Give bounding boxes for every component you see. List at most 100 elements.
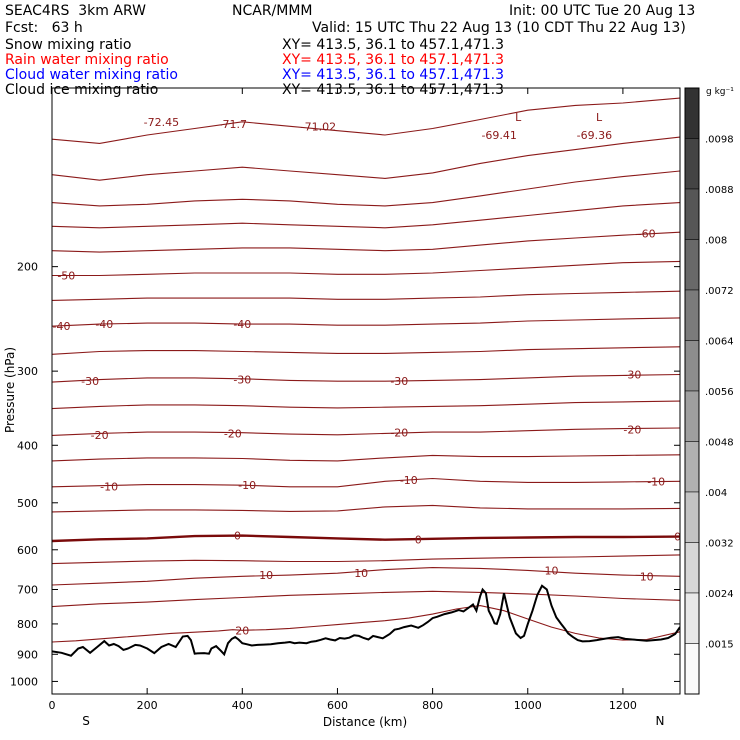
colorbar-label: .0072: [705, 286, 734, 297]
colorbar-unit: g kg⁻¹: [706, 87, 734, 97]
colorbar-swatch: [684, 441, 700, 493]
contour-line: [52, 590, 680, 608]
contour-line: [52, 290, 680, 301]
field-label-cloud-water: Cloud water mixing ratio: [5, 67, 178, 83]
x-end-label-right: N: [656, 714, 665, 728]
plot-frame: [51, 87, 681, 695]
valid-time: Valid: 15 UTC Thu 22 Aug 13 (10 CDT Thu …: [312, 20, 686, 36]
contour-line: [52, 136, 680, 181]
contour-line: [52, 567, 680, 586]
contour-label: -30: [233, 374, 251, 387]
temperature-contours: [52, 97, 680, 643]
organization: NCAR/MMM: [232, 3, 313, 19]
terrain-line: [52, 584, 680, 657]
y-tick-label: 400: [17, 439, 38, 452]
contour-label: -30: [81, 375, 99, 388]
y-tick-label: 900: [17, 648, 38, 661]
x-tick-label: 800: [422, 699, 443, 712]
contour-label: -40: [53, 320, 71, 333]
field-label-rain: Rain water mixing ratio: [5, 52, 169, 68]
x-tick-label: 1200: [609, 699, 637, 712]
colorbar-swatch: [684, 239, 700, 291]
y-tick-label: 200: [17, 261, 38, 274]
contour-label: -71.7: [219, 118, 247, 131]
contour-label: -69.36: [577, 129, 612, 142]
contour-label: 10: [545, 564, 559, 577]
plot-border: [51, 87, 681, 695]
field-xy-cloud-water: XY= 413.5, 36.1 to 457.1,471.3: [282, 67, 505, 83]
colorbar-border: [684, 87, 700, 695]
contour-label: -20: [623, 423, 641, 436]
model-title: SEAC4RS 3km ARW: [5, 3, 146, 19]
contour-line: [52, 454, 680, 462]
colorbar-label: .0064: [705, 337, 734, 348]
contour-label: 10: [640, 570, 654, 583]
colorbar-swatch: [684, 542, 700, 594]
axes: Distance (km) Pressure (hPa) S N 0 200 400…: [3, 88, 680, 729]
contour-labels: -72.45 -71.7 -71.02 -69.41 -69.36 -60 -50 -40 -4…: [53, 111, 682, 637]
colorbar-label: .0088: [705, 185, 734, 196]
contour-label: -40: [233, 318, 251, 331]
init-time: Init: 00 UTC Tue 20 Aug 13: [509, 3, 696, 19]
contour-marker-label: L: [515, 111, 522, 124]
contour-label: 0: [234, 530, 241, 543]
y-tick-label: 800: [17, 618, 38, 631]
colorbar-label: .0098: [705, 135, 734, 146]
colorbar-label: .0024: [705, 589, 734, 600]
forecast-hour: Fcst: 63 h: [5, 20, 83, 36]
x-tick-label: 0: [49, 699, 56, 712]
contour-label: -71.02: [301, 120, 336, 133]
y-tick-label: 500: [17, 497, 38, 510]
x-tick-label: 400: [232, 699, 253, 712]
contour-marker-label: L: [596, 111, 603, 124]
colorbar-label: .0056: [705, 387, 734, 398]
contour-label: 10: [354, 567, 368, 580]
contour-line: [52, 317, 680, 327]
colorbar: g kg⁻¹ .0098 .0088 .008 .0072 .0064 .0056 .004…: [684, 87, 734, 695]
contour-label: 10: [259, 569, 273, 582]
colorbar-label: .008: [705, 236, 727, 247]
contour-line: [52, 534, 680, 543]
colorbar-swatch: [684, 390, 700, 442]
contour-label: 0: [415, 533, 422, 546]
contour-label: 0: [674, 531, 681, 544]
x-axis-label: Distance (km): [323, 715, 407, 729]
colorbar-swatch: [684, 87, 700, 139]
field-label-snow: Snow mixing ratio: [5, 37, 132, 53]
y-tick-label: 300: [17, 365, 38, 378]
colorbar-swatch: [684, 289, 700, 341]
field-xy-rain: XY= 413.5, 36.1 to 457.1,471.3: [282, 52, 505, 68]
y-axis-label: Pressure (hPa): [3, 347, 17, 433]
contour-label: -50: [57, 270, 75, 283]
colorbar-swatch: [684, 643, 700, 695]
contour-label: -10: [100, 480, 118, 493]
contour-label: -72.45: [144, 116, 179, 129]
contour-line: [52, 554, 680, 565]
colorbar-label: .0032: [705, 539, 734, 550]
contour-line: [52, 373, 680, 383]
colorbar-label: .0048: [705, 438, 734, 449]
x-end-label-left: S: [82, 714, 90, 728]
colorbar-label: .0015: [705, 640, 734, 651]
colorbar-label: .004: [705, 488, 727, 499]
x-tick-label: 200: [137, 699, 158, 712]
contour-line: [52, 504, 680, 513]
contour-label: -10: [400, 474, 418, 487]
contour-line: [52, 605, 680, 643]
contour-label: -30: [390, 375, 408, 388]
contour-label: -20: [224, 427, 242, 440]
contour-label: 20: [235, 624, 249, 637]
contour-line: [52, 346, 680, 355]
colorbar-swatch: [684, 188, 700, 240]
y-tick-label: 600: [17, 544, 38, 557]
contour-line: [52, 202, 680, 229]
contour-line: [52, 477, 680, 488]
colorbar-swatch: [684, 340, 700, 392]
contour-label: -60: [638, 228, 656, 241]
contour-label: -30: [623, 369, 641, 382]
x-tick-label: 1000: [514, 699, 542, 712]
contour-label: -20: [91, 429, 109, 442]
contour-line: [52, 97, 680, 144]
contour-line: [52, 170, 680, 207]
